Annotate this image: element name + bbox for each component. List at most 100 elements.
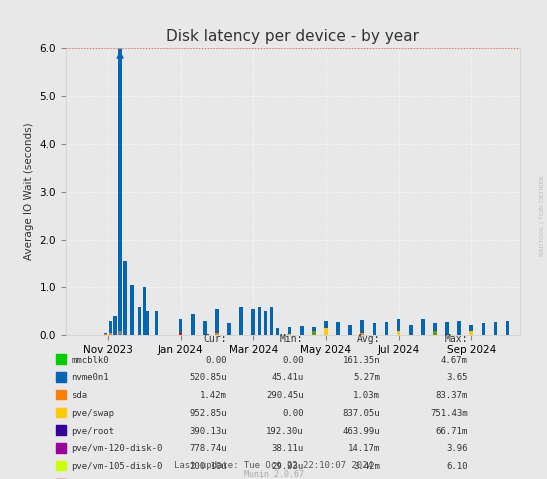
Text: mmcblk0: mmcblk0 (71, 356, 109, 365)
Text: 3.65: 3.65 (446, 374, 468, 382)
Text: 192.30u: 192.30u (266, 427, 304, 435)
Bar (109, 321, 112, 335)
Text: pve/vm-120-disk-0: pve/vm-120-disk-0 (71, 445, 162, 453)
Bar (348, 325, 352, 335)
Bar (118, 331, 122, 335)
Bar (300, 326, 304, 335)
Text: Max:: Max: (444, 334, 468, 344)
Text: 29.93u: 29.93u (271, 462, 304, 471)
Text: 83.37m: 83.37m (435, 391, 468, 400)
Bar (360, 320, 364, 335)
Bar (56, 408, 66, 417)
Bar (179, 333, 183, 335)
Text: 3.42m: 3.42m (353, 462, 380, 471)
Text: Cur:: Cur: (203, 334, 227, 344)
Bar (312, 331, 316, 335)
Text: 3.96: 3.96 (446, 445, 468, 453)
Bar (469, 331, 473, 335)
Bar (506, 321, 509, 335)
Bar (288, 327, 292, 335)
Bar (56, 425, 66, 435)
Bar (56, 443, 66, 453)
Bar (179, 319, 183, 335)
Bar (56, 461, 66, 470)
Bar (138, 307, 141, 335)
Bar (433, 331, 437, 335)
Text: 161.35n: 161.35n (342, 356, 380, 365)
Text: 952.85u: 952.85u (189, 409, 227, 418)
Bar (113, 316, 117, 335)
Bar (203, 321, 207, 335)
Bar (130, 285, 134, 335)
Text: pve/swap: pve/swap (71, 409, 114, 418)
Bar (143, 287, 146, 335)
Text: 520.85u: 520.85u (189, 374, 227, 382)
Bar (421, 319, 424, 335)
Text: 463.99u: 463.99u (342, 427, 380, 435)
Bar (360, 333, 364, 335)
Text: 1.42m: 1.42m (200, 391, 227, 400)
Text: pve/root: pve/root (71, 427, 114, 435)
Text: 0.00: 0.00 (282, 409, 304, 418)
Text: 45.41u: 45.41u (271, 374, 304, 382)
Text: Min:: Min: (280, 334, 304, 344)
Bar (123, 261, 127, 335)
Bar (336, 322, 340, 335)
Bar (481, 323, 485, 335)
Text: 1.03m: 1.03m (353, 391, 380, 400)
Bar (385, 322, 388, 335)
Bar (56, 372, 66, 382)
Bar (397, 319, 400, 335)
Bar (191, 314, 195, 335)
Bar (118, 48, 122, 335)
Text: 0.00: 0.00 (282, 356, 304, 365)
Text: 14.17m: 14.17m (348, 445, 380, 453)
Bar (373, 323, 376, 335)
Title: Disk latency per device - by year: Disk latency per device - by year (166, 29, 419, 44)
Bar (264, 311, 267, 335)
Bar (227, 323, 231, 335)
Bar (56, 390, 66, 399)
Bar (409, 325, 412, 335)
Text: RRDTOOL / TOBI OETIKER: RRDTOOL / TOBI OETIKER (539, 175, 544, 256)
Text: 66.71m: 66.71m (435, 427, 468, 435)
Bar (270, 307, 274, 335)
Text: Last update: Tue Oct 22 22:10:07 2024: Last update: Tue Oct 22 22:10:07 2024 (174, 461, 373, 470)
Y-axis label: Average IO Wait (seconds): Average IO Wait (seconds) (24, 123, 34, 261)
Bar (104, 333, 107, 335)
Bar (109, 333, 112, 335)
Bar (145, 311, 149, 335)
Text: 0.00: 0.00 (206, 356, 227, 365)
Text: nvme0n1: nvme0n1 (71, 374, 109, 382)
Text: 778.74u: 778.74u (189, 445, 227, 453)
Text: 6.10: 6.10 (446, 462, 468, 471)
Bar (215, 309, 219, 335)
Bar (433, 323, 437, 335)
Text: 290.45u: 290.45u (266, 391, 304, 400)
Bar (324, 321, 328, 335)
Bar (445, 322, 449, 335)
Text: 751.43m: 751.43m (430, 409, 468, 418)
Bar (493, 322, 497, 335)
Text: 200.10u: 200.10u (189, 462, 227, 471)
Text: 390.13u: 390.13u (189, 427, 227, 435)
Text: Munin 2.0.67: Munin 2.0.67 (243, 469, 304, 479)
Bar (276, 328, 280, 335)
Bar (155, 311, 158, 335)
Bar (288, 334, 292, 335)
Bar (397, 331, 400, 335)
Text: sda: sda (71, 391, 87, 400)
Bar (258, 307, 261, 335)
Bar (312, 327, 316, 335)
Text: 837.05u: 837.05u (342, 409, 380, 418)
Bar (215, 333, 219, 335)
Bar (252, 309, 255, 335)
Text: 4.67m: 4.67m (441, 356, 468, 365)
Bar (240, 307, 243, 335)
Bar (469, 325, 473, 335)
Bar (104, 334, 107, 335)
Text: 38.11u: 38.11u (271, 445, 304, 453)
Bar (56, 354, 66, 364)
Text: pve/vm-105-disk-0: pve/vm-105-disk-0 (71, 462, 162, 471)
Text: Avg:: Avg: (357, 334, 380, 344)
